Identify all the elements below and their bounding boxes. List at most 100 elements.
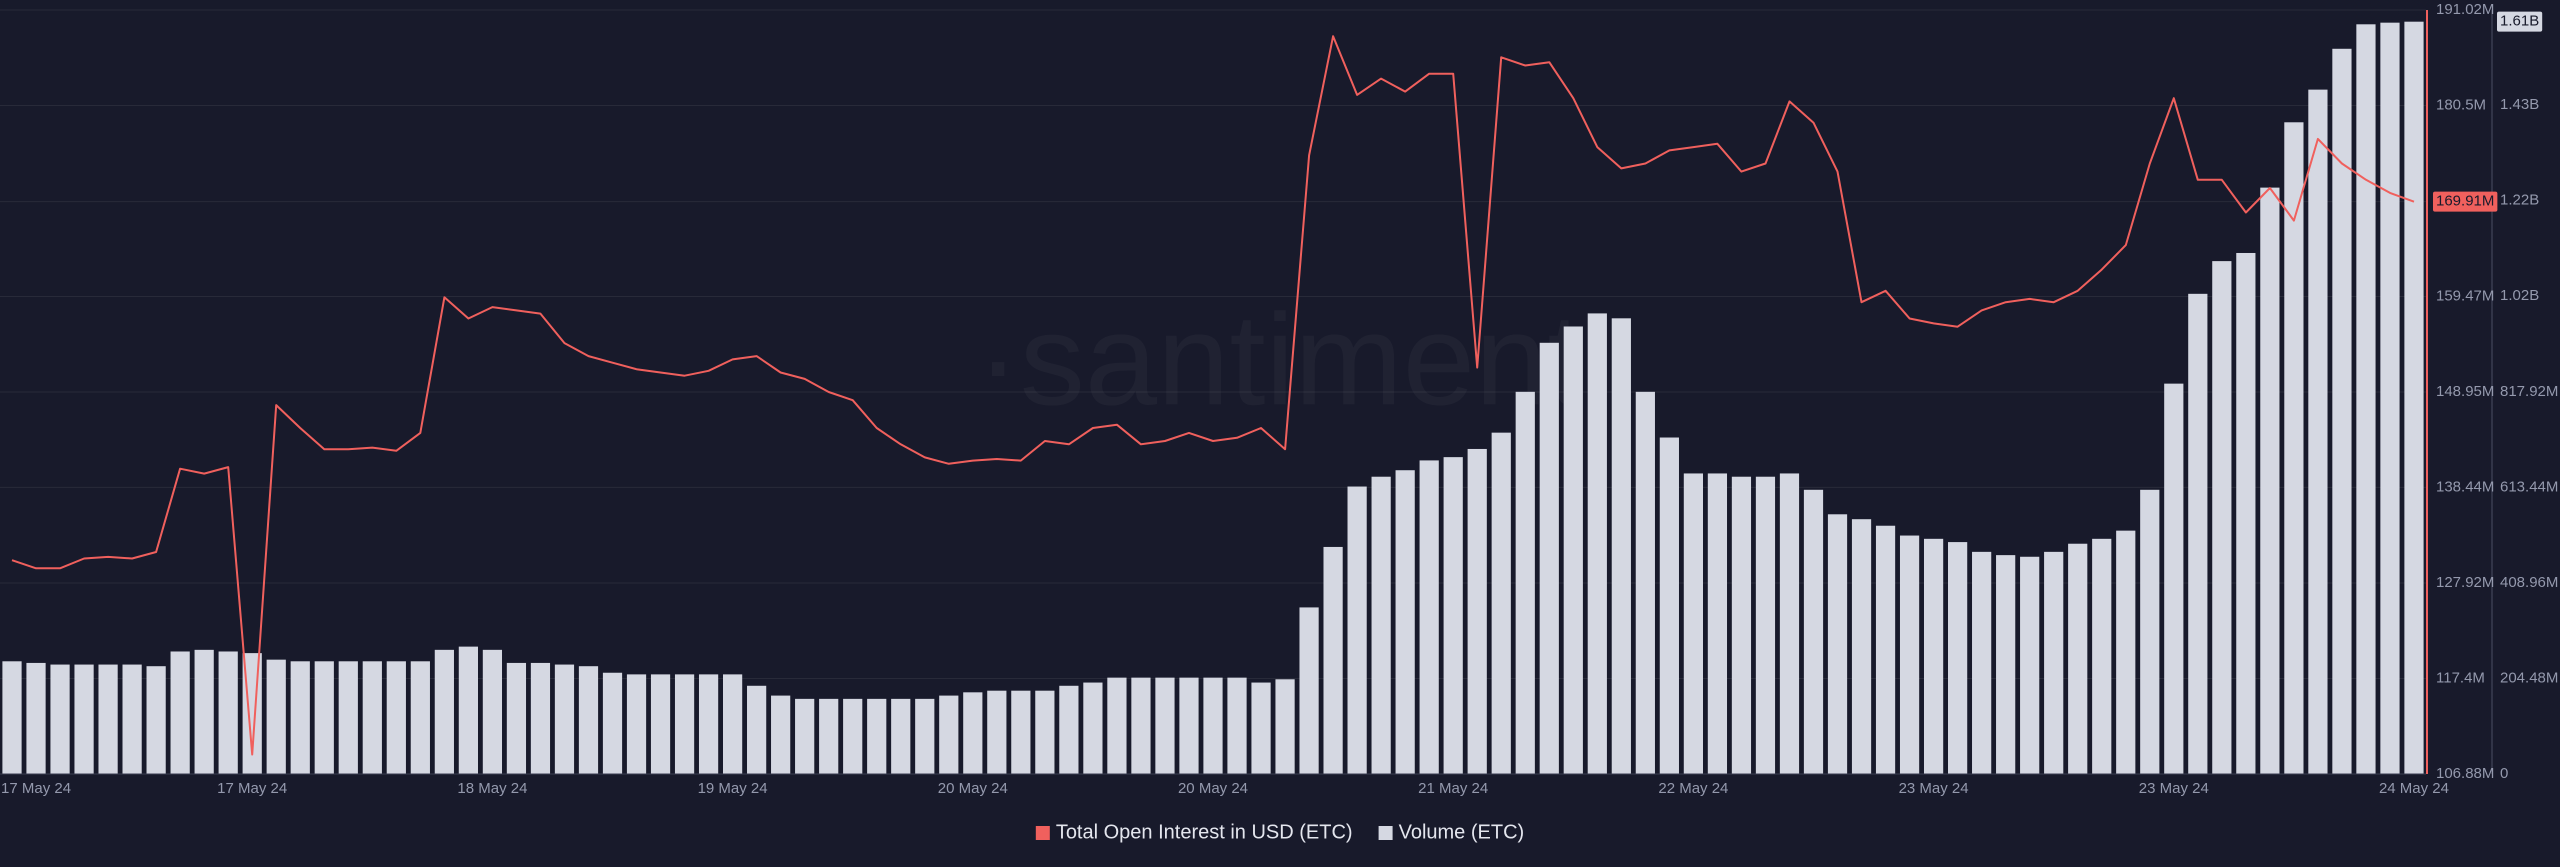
bar (1707, 473, 1728, 774)
bar (2, 661, 22, 774)
bar (410, 661, 430, 774)
bar (2044, 551, 2064, 774)
y-tick-label: 117.4M (2436, 669, 2485, 686)
bar (674, 674, 695, 774)
bar (50, 664, 70, 774)
y2-tick-label: 204.48M (2500, 669, 2558, 686)
bar (1347, 486, 1367, 774)
bar (1875, 525, 1896, 774)
bar (843, 698, 863, 774)
x-tick-label: 17 May 24 (1, 780, 71, 797)
bar (795, 698, 815, 774)
bar (963, 692, 983, 774)
bar (74, 664, 94, 774)
legend-label: Total Open Interest in USD (ETC) (1056, 821, 1353, 843)
bar (2116, 530, 2136, 774)
y2-tick-label: 1.22B (2500, 192, 2539, 209)
bar (939, 695, 959, 774)
bar (1155, 677, 1175, 774)
bar (1923, 538, 1944, 774)
bar (1996, 555, 2016, 774)
bar (891, 698, 911, 774)
bar (747, 685, 767, 774)
y-tick-label: 180.5M (2436, 96, 2486, 113)
bar (1491, 432, 1511, 774)
y-tick-label: 138.44M (2436, 478, 2494, 495)
bar (170, 651, 190, 774)
bar (2404, 21, 2424, 775)
bar (915, 698, 935, 774)
y2-tick-label: 1.02B (2500, 287, 2539, 304)
bar (314, 661, 334, 774)
y-tick-label: 159.47M (2436, 287, 2494, 304)
x-tick-label: 19 May 24 (698, 780, 768, 797)
bar (122, 664, 142, 774)
bar (530, 662, 551, 774)
bar (2380, 22, 2400, 774)
x-tick-label: 24 May 24 (2379, 780, 2449, 797)
bar (1179, 677, 1199, 774)
bar (2020, 556, 2040, 774)
bar (2284, 122, 2304, 774)
bar (1948, 542, 1968, 774)
y2-tick-label: 1.43B (2500, 96, 2539, 113)
bar (2164, 383, 2184, 774)
y-tick-label: 169.91M (2436, 193, 2494, 210)
bar (1515, 391, 1535, 774)
x-tick-label: 21 May 24 (1418, 780, 1488, 797)
bar (1659, 437, 1679, 774)
bar (2332, 48, 2352, 774)
bar (434, 649, 454, 774)
y2-tick-label: 1.61B (2500, 13, 2539, 30)
legend: Total Open Interest in USD (ETC) Volume (… (1035, 821, 1525, 843)
bar (1371, 476, 1391, 774)
bar (722, 674, 743, 774)
bar (867, 698, 887, 774)
bar (1803, 489, 1824, 774)
y2-tick-label: 0 (2500, 765, 2508, 782)
bar (1731, 476, 1752, 774)
y2-tick-label: 613.44M (2500, 478, 2558, 495)
bar (698, 674, 719, 774)
y-tick-label: 148.95M (2436, 383, 2494, 400)
bar (771, 695, 791, 774)
bar (290, 661, 310, 774)
y-tick-label: 191.02M (2436, 1, 2494, 18)
bar (1972, 551, 1992, 774)
bar (1083, 682, 1103, 774)
bar (1251, 682, 1271, 774)
x-tick-label: 20 May 24 (938, 780, 1008, 797)
bar (1587, 313, 1607, 774)
bar (1467, 448, 1487, 774)
bar (626, 674, 647, 774)
bar (578, 666, 599, 774)
y-tick-label-highlight (2433, 191, 2498, 212)
bar (1443, 457, 1463, 774)
y2-tick-label-highlight (2497, 11, 2543, 32)
bar (2356, 24, 2376, 775)
bar (1059, 685, 1079, 774)
bar (26, 662, 46, 774)
bar (819, 698, 839, 774)
bar (1275, 679, 1295, 774)
y-tick-label: 106.88M (2436, 765, 2494, 782)
x-tick-label: 20 May 24 (1178, 780, 1248, 797)
bar (1419, 460, 1439, 774)
bar (1635, 391, 1655, 774)
bar (458, 646, 478, 774)
bar (266, 659, 286, 774)
bar (482, 649, 503, 774)
bar (1107, 677, 1127, 774)
bar (146, 666, 166, 774)
bar (987, 690, 1007, 774)
bar (2188, 293, 2208, 774)
x-tick-label: 23 May 24 (2139, 780, 2209, 797)
x-tick-label: 17 May 24 (217, 780, 287, 797)
bar (2260, 187, 2280, 774)
bar (386, 661, 406, 774)
bar (218, 651, 238, 774)
bar (2308, 89, 2328, 775)
legend-label: Volume (ETC) (1399, 821, 1525, 843)
y-tick-label: 127.92M (2436, 574, 2494, 591)
